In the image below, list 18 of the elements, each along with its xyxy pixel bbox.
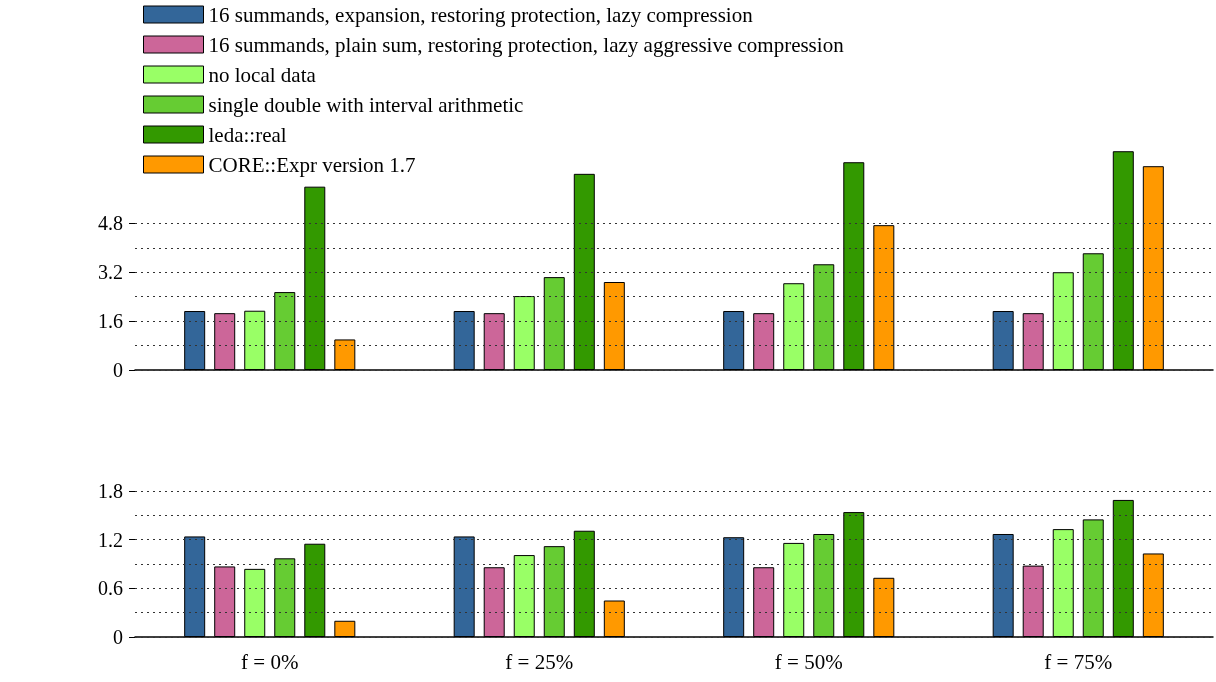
legend-label: 16 summands, expansion, restoring protection, lazy compression bbox=[208, 2, 754, 27]
legend-label: single double with interval arithmetic bbox=[208, 92, 524, 117]
y-tick-label: 1.2 bbox=[98, 528, 123, 551]
y-tick-label: 0 bbox=[113, 359, 123, 381]
x-tick-label: f = 75% bbox=[1044, 649, 1113, 674]
y-tick-label: 4.8 bbox=[98, 212, 123, 235]
y-tick-label: 0 bbox=[113, 626, 123, 648]
legend-label: 16 summands, plain sum, restoring protection, lazy aggressive compression bbox=[208, 32, 845, 57]
y-tick-label: 0.6 bbox=[98, 577, 123, 600]
x-tick-label: f = 50% bbox=[774, 649, 843, 674]
y-tick-label: 1.6 bbox=[98, 310, 123, 333]
x-tick-label: f = 0% bbox=[241, 649, 299, 674]
y-tick-label: 3.2 bbox=[98, 261, 123, 284]
legend-label: leda::real bbox=[208, 122, 287, 147]
legend-label: CORE::Expr version 1.7 bbox=[208, 152, 416, 177]
x-tick-label: f = 25% bbox=[505, 649, 574, 674]
y-tick-label: 1.8 bbox=[98, 480, 123, 502]
legend-label: no local data bbox=[208, 62, 317, 87]
